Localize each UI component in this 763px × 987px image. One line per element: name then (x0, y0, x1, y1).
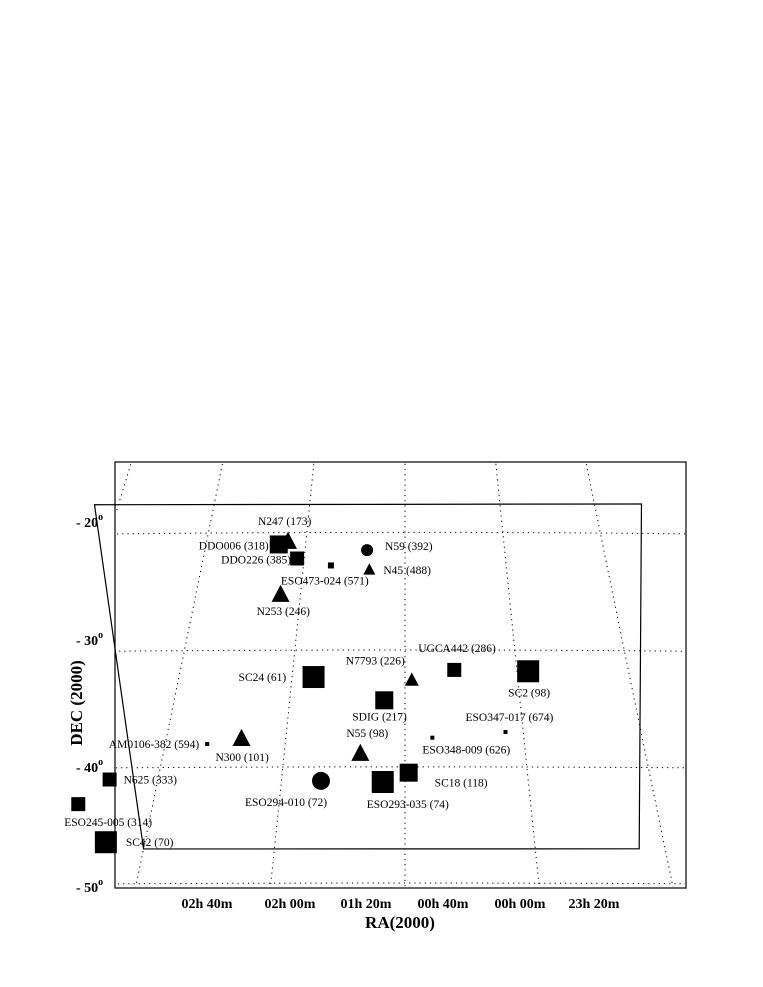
ra-grid-line (269, 463, 315, 887)
y-axis-label: DEC (2000) (67, 660, 86, 745)
galaxy-label: N300 (101) (215, 752, 269, 764)
galaxy-marker (503, 729, 508, 734)
galaxy-label: N253 (246) (257, 606, 311, 618)
galaxy-label: N55 (98) (346, 728, 388, 740)
galaxy-marker (517, 660, 540, 683)
galaxy-marker (404, 672, 419, 686)
galaxy-marker (205, 742, 210, 747)
galaxy-label: SC42 (70) (126, 837, 174, 849)
survey-region (93, 503, 643, 850)
galaxy-marker (94, 831, 117, 854)
x-tick-label: 02h 40m (182, 897, 233, 912)
galaxy-marker (363, 563, 376, 575)
ra-grid-line (585, 463, 674, 887)
x-tick-label: 23h 20m (569, 897, 620, 912)
galaxy-label: ESO347-017 (674) (466, 712, 554, 724)
ra-grid-line (135, 463, 224, 887)
galaxy-marker (71, 797, 86, 812)
galaxy-marker (271, 584, 290, 602)
ra-grid-line (0, 441, 49, 956)
galaxy-marker (371, 770, 394, 793)
y-tick-label: - 40o (76, 757, 103, 776)
x-axis-label: RA(2000) (365, 913, 435, 932)
data-points: N247 (173) DDO006 (318) DDO226 (385) N59 (3… (64, 516, 554, 854)
galaxy-label: SC18 (118) (435, 778, 488, 790)
grid (0, 441, 685, 956)
galaxy-label: N625 (333) (124, 775, 178, 787)
galaxy-label: ESO245-005 (314) (64, 817, 152, 829)
galaxy-label: SC2 (98) (508, 687, 550, 699)
y-tick-label: - 20o (76, 512, 103, 531)
galaxy-marker (361, 544, 374, 557)
galaxy-label: N59 (392) (385, 541, 433, 553)
plot-frame (114, 461, 687, 889)
galaxy-marker (351, 743, 370, 761)
galaxy-label: N7793 (226) (346, 655, 405, 667)
galaxy-label: DDO006 (318) (199, 540, 269, 552)
galaxy-label: ESO348-009 (626) (422, 745, 510, 757)
x-tick-label: 00h 00m (495, 897, 546, 912)
y-tick-label: - 50o (76, 877, 103, 896)
galaxy-marker (430, 735, 435, 740)
y-tick-label: - 30o (76, 630, 103, 649)
x-tick-label: 01h 20m (341, 897, 392, 912)
galaxy-label: SDIG (217) (352, 711, 407, 723)
galaxy-label: ESO473-024 (571) (281, 575, 369, 587)
galaxy-label: DDO226 (385) (221, 554, 291, 566)
galaxy-marker (399, 763, 418, 782)
galaxy-marker (375, 691, 394, 710)
galaxy-label: ESO294-010 (72) (245, 797, 327, 809)
galaxy-marker (447, 662, 462, 677)
galaxy-marker (290, 551, 305, 566)
dec-grid-line (116, 882, 685, 885)
galaxy-marker (102, 772, 117, 787)
galaxy-marker (302, 666, 325, 689)
galaxy-label: N247 (173) (258, 516, 312, 528)
galaxy-marker (269, 535, 288, 554)
galaxy-marker (327, 562, 334, 569)
galaxy-label: AM0106-382 (594) (109, 739, 200, 751)
x-tick-label: 00h 40m (418, 897, 469, 912)
galaxy-label: UGCA442 (286) (418, 643, 496, 655)
galaxy-label: N45 (488) (383, 565, 431, 577)
galaxy-label: SC24 (61) (239, 672, 287, 684)
galaxy-marker (232, 728, 251, 747)
ra-grid-line (495, 463, 540, 887)
x-tick-label: 02h 00m (265, 897, 316, 912)
galaxy-label: ESO293-035 (74) (367, 799, 449, 811)
galaxy-marker (311, 771, 330, 790)
